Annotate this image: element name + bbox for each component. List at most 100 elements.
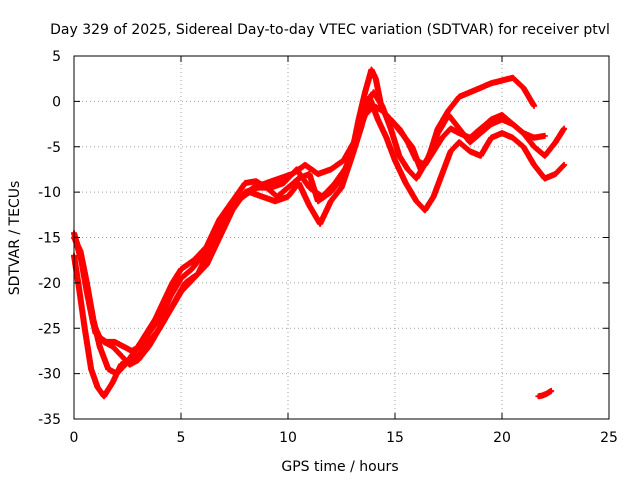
- data-point: [384, 136, 388, 140]
- series-track-1: [71, 66, 538, 377]
- data-point: [521, 131, 525, 135]
- data-point: [111, 381, 115, 385]
- data-point: [489, 81, 493, 85]
- data-point: [286, 186, 290, 190]
- data-point: [218, 236, 222, 239]
- data-point: [91, 322, 95, 326]
- data-point: [369, 68, 373, 72]
- data-point: [479, 86, 483, 90]
- data-point: [397, 154, 401, 158]
- data-point: [136, 358, 140, 362]
- data-point: [106, 367, 110, 371]
- data-point: [436, 131, 440, 135]
- series-track-3: [73, 89, 568, 368]
- data-point: [376, 118, 380, 122]
- series-outlier: [535, 387, 555, 400]
- data-point: [380, 108, 384, 112]
- data-point: [158, 317, 162, 321]
- data-point: [432, 195, 436, 199]
- series-track-4: [71, 102, 548, 354]
- data-point: [205, 263, 209, 267]
- data-point: [447, 108, 450, 112]
- data-point: [85, 290, 89, 294]
- data-point: [363, 113, 367, 117]
- data-point: [297, 181, 301, 185]
- data-point: [179, 290, 183, 294]
- y-tick-label: -35: [38, 412, 61, 428]
- data-point: [89, 367, 93, 371]
- data-point: [168, 294, 172, 298]
- data-point: [449, 149, 453, 153]
- data-point: [414, 158, 418, 162]
- data-point: [265, 181, 269, 185]
- data-point: [192, 276, 196, 280]
- data-point: [511, 76, 515, 80]
- data-point: [346, 163, 350, 167]
- data-point: [113, 340, 117, 344]
- data-point: [340, 186, 343, 190]
- data-point: [406, 140, 410, 144]
- data-point: [541, 393, 545, 397]
- data-point: [479, 154, 483, 158]
- data-point: [168, 308, 172, 312]
- chart-title: Day 329 of 2025, Sidereal Day-to-day VTE…: [50, 22, 610, 38]
- data-point: [489, 136, 493, 140]
- data-point: [320, 195, 324, 199]
- data-point: [393, 158, 397, 162]
- data-point: [170, 281, 174, 285]
- axis-ticks: 0 5 10 15 20 25 -35 -30 -25 -20 -15 -10 -5 0 5: [38, 49, 618, 446]
- data-point: [307, 204, 311, 208]
- data-point: [545, 392, 549, 396]
- data-point: [457, 127, 461, 131]
- data-point: [543, 134, 547, 138]
- data-point: [554, 172, 557, 176]
- data-point: [500, 113, 504, 117]
- y-tick-label: -20: [38, 276, 61, 292]
- data-point: [130, 349, 134, 353]
- data-point: [562, 127, 566, 131]
- series-markers: [71, 102, 548, 354]
- data-point: [440, 172, 444, 176]
- data-point: [543, 154, 547, 158]
- grid-lines: [74, 56, 609, 419]
- data-point: [121, 344, 125, 348]
- data-point: [414, 177, 418, 181]
- data-point: [269, 186, 273, 190]
- data-points: [71, 66, 568, 400]
- x-tick-label: 25: [600, 430, 618, 446]
- y-tick-label: -5: [47, 140, 61, 156]
- data-point: [536, 394, 540, 398]
- y-tick-label: -30: [38, 367, 61, 383]
- data-point: [158, 326, 162, 330]
- data-point: [307, 172, 311, 176]
- data-point: [449, 127, 453, 131]
- data-point: [83, 326, 87, 330]
- data-point: [147, 344, 151, 348]
- x-tick-label: 15: [386, 430, 404, 446]
- data-point: [316, 172, 320, 176]
- data-point: [119, 363, 123, 367]
- data-point: [138, 344, 142, 348]
- data-point: [389, 127, 393, 131]
- data-point: [562, 163, 566, 167]
- data-point: [532, 145, 536, 149]
- y-axis-label: SDTVAR / TECUs: [7, 181, 23, 296]
- data-point: [406, 167, 410, 171]
- data-point: [273, 199, 277, 203]
- data-point: [500, 131, 504, 135]
- data-point: [363, 90, 367, 94]
- data-point: [104, 340, 108, 344]
- y-tick-label: -25: [38, 321, 61, 337]
- data-point: [554, 140, 557, 144]
- data-point: [239, 195, 243, 199]
- data-point: [286, 195, 290, 199]
- data-point: [489, 118, 493, 122]
- data-point: [96, 385, 100, 389]
- data-point: [423, 208, 427, 212]
- data-point: [468, 140, 472, 144]
- data-point: [342, 158, 346, 162]
- data-point: [532, 163, 536, 167]
- y-tick-label: 5: [52, 49, 61, 65]
- data-point: [200, 254, 204, 258]
